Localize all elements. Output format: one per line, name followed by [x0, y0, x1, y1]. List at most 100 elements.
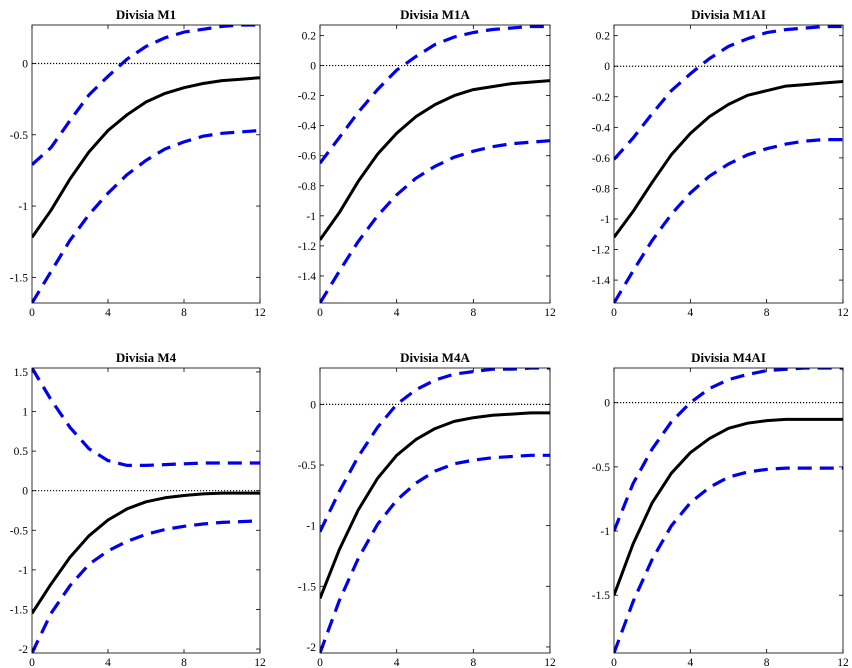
- impulse-response-line: [32, 76, 260, 239]
- y-tick-label: -0.4: [592, 122, 610, 134]
- y-tick-label: -0.2: [592, 92, 610, 104]
- y-tick-label: -1: [306, 211, 316, 223]
- lower-band-line: [320, 453, 550, 653]
- upper-band-line: [614, 368, 843, 532]
- subplot-title: Divisia M4: [116, 350, 177, 365]
- lower-band-line: [32, 519, 260, 653]
- y-tick-label: -0.5: [298, 460, 316, 472]
- x-tick-label: 12: [544, 307, 556, 319]
- y-tick-label: -1: [600, 526, 610, 538]
- x-tick-label: 12: [837, 657, 849, 668]
- y-tick-label: -0.8: [592, 183, 610, 195]
- subplot-6: Divisia M4AI 0 4 8 12 -1.5 -1 -0.5 0: [592, 350, 849, 668]
- axes-box: [31, 24, 261, 304]
- x-tick-label: 0: [611, 307, 617, 319]
- x-tick-label: 12: [837, 307, 849, 319]
- subplot-title: Divisia M4A: [400, 350, 470, 365]
- x-tick-label: 0: [611, 657, 617, 668]
- lower-band-line: [614, 466, 843, 653]
- y-tick-label: -0.5: [592, 462, 610, 474]
- y-tick-label: -0.4: [298, 121, 316, 133]
- upper-band-line: [32, 25, 260, 166]
- x-tick-label: 0: [29, 657, 35, 668]
- impulse-response-line: [320, 411, 550, 599]
- subplot-title: Divisia M1AI: [691, 7, 766, 22]
- y-tick-label: -1.5: [592, 590, 610, 602]
- x-tick-label: 12: [254, 307, 266, 319]
- y-tick-label: -1.4: [592, 275, 610, 287]
- y-tick-label: -1.2: [592, 245, 610, 257]
- y-tick-label: -0.8: [298, 181, 316, 193]
- y-tick-label: -1: [600, 214, 610, 226]
- y-tick-label: -2: [306, 642, 316, 654]
- y-tick-label: 0: [22, 58, 28, 70]
- subplot-title: Divisia M1: [116, 7, 176, 22]
- subplot-title: Divisia M4AI: [691, 350, 766, 365]
- x-tick-label: 4: [394, 307, 400, 319]
- y-tick-label: -1.4: [298, 271, 316, 283]
- x-tick-label: 4: [687, 657, 693, 668]
- y-tick-label: -1: [18, 565, 28, 577]
- y-tick-label: -1.5: [10, 272, 28, 284]
- axes-box: [319, 367, 551, 654]
- y-tick-label: -0.5: [10, 525, 28, 537]
- impulse-response-line: [614, 417, 843, 596]
- x-tick-label: 4: [394, 657, 400, 668]
- y-tick-label: 0.2: [302, 31, 317, 43]
- subplot-3: Divisia M1AI 0 4 8 12 -1.4 -1.2 -1 -0.8 -0.6 -0.4 -…: [592, 7, 849, 319]
- axes-box: [613, 367, 844, 654]
- axes-box: [31, 367, 261, 654]
- y-tick-label: 0: [22, 486, 28, 498]
- y-tick-label: -1: [18, 201, 28, 213]
- impulse-response-line: [614, 80, 843, 239]
- x-tick-label: 8: [470, 307, 476, 319]
- x-tick-label: 8: [181, 657, 187, 668]
- x-tick-label: 4: [105, 307, 111, 319]
- impulse-response-line: [32, 491, 260, 615]
- lower-band-line: [320, 139, 550, 303]
- axes-box: [613, 24, 844, 304]
- x-tick-label: 12: [544, 657, 556, 668]
- y-tick-label: -1: [306, 521, 316, 533]
- y-tick-label: 0: [604, 398, 610, 410]
- lower-band-line: [32, 128, 260, 303]
- x-tick-label: 0: [29, 307, 35, 319]
- axes-box: [319, 24, 551, 304]
- x-tick-label: 8: [470, 657, 476, 668]
- upper-band-line: [320, 25, 550, 165]
- y-tick-label: 0.2: [596, 31, 611, 43]
- subplot-2: Divisia M1A 0 4 8 12 -1.4 -1.2 -1 -0.8 -0.6 -0.4 -0…: [298, 7, 556, 319]
- y-tick-label: 0.5: [14, 446, 29, 458]
- upper-band-line: [614, 25, 843, 161]
- subplot-title: Divisia M1A: [400, 7, 470, 22]
- x-tick-label: 4: [105, 657, 111, 668]
- y-tick-label: -1.5: [298, 581, 316, 593]
- y-tick-label: 0: [604, 61, 610, 73]
- y-tick-label: 1: [22, 407, 28, 419]
- y-tick-label: 0: [310, 399, 316, 411]
- x-tick-label: 0: [317, 657, 323, 668]
- y-tick-label: -2: [18, 644, 28, 656]
- y-tick-label: -1.2: [298, 241, 316, 253]
- y-tick-label: -0.5: [10, 130, 28, 142]
- upper-band-line: [32, 368, 260, 467]
- y-tick-label: -0.2: [298, 91, 316, 103]
- lower-band-line: [614, 138, 843, 303]
- y-tick-label: 0: [310, 61, 316, 73]
- y-tick-label: -1.5: [10, 604, 28, 616]
- x-tick-label: 4: [687, 307, 693, 319]
- x-tick-label: 0: [317, 307, 323, 319]
- y-tick-label: -0.6: [298, 151, 316, 163]
- x-tick-label: 8: [764, 657, 770, 668]
- subplot-5: Divisia M4A 0 4 8 12 -2 -1.5 -1 -0.5 0: [298, 350, 556, 668]
- subplot-4: Divisia M4 0 4 8 12 -2 -1.5 -1 -0.5 0 0.5 1 1.5: [10, 350, 266, 668]
- impulse-response-line: [320, 79, 550, 241]
- x-tick-label: 8: [764, 307, 770, 319]
- y-tick-label: 1.5: [14, 367, 29, 379]
- upper-band-line: [320, 368, 550, 533]
- subplot-1: Divisia M1 0 4 8 12 -1.5 -1 -0.5 0: [10, 7, 266, 319]
- x-tick-label: 8: [181, 307, 187, 319]
- y-tick-label: -0.6: [592, 153, 610, 165]
- x-tick-label: 12: [254, 657, 266, 668]
